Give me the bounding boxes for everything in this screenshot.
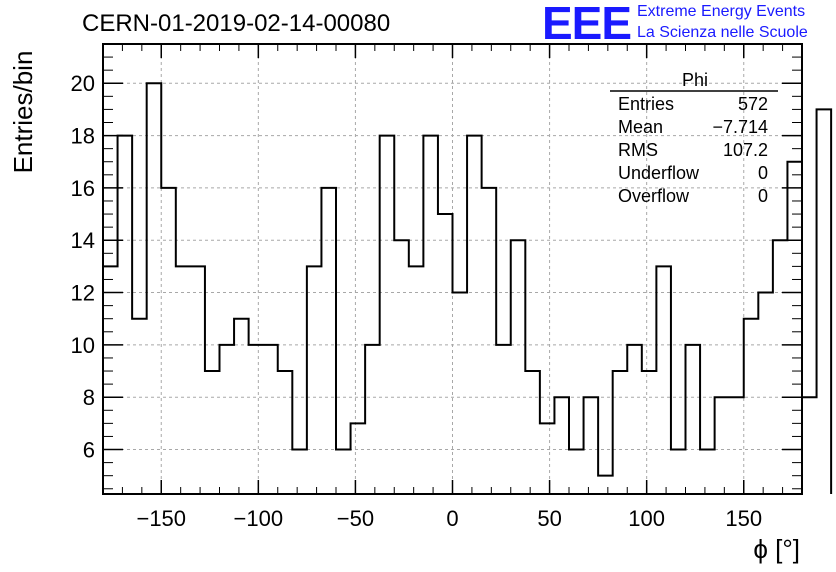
x-tick-label: −150 [136, 506, 186, 531]
logo-subtitle-line2: La Scienza nelle Scuole [637, 24, 808, 41]
y-axis-label: Entries/bin [8, 51, 38, 174]
x-tick-label: 100 [628, 506, 665, 531]
y-tick-label: 18 [71, 124, 95, 149]
x-axis-label: ϕ [°] [753, 534, 800, 564]
y-tick-label: 12 [71, 281, 95, 306]
stats-value-overflow: 0 [758, 186, 768, 206]
stats-value-underflow: 0 [758, 163, 768, 183]
axis-ticks: −150 −100 −50 0 50 100 150 6 8 10 12 14 16 18 20 [71, 43, 803, 531]
histogram-layer [102, 82, 833, 494]
y-tick-label: 16 [71, 176, 95, 201]
stats-value-entries: 572 [738, 94, 768, 114]
histogram-outline [102, 82, 833, 494]
x-tick-label: 150 [725, 506, 762, 531]
eee-logo: EEE [542, 0, 632, 49]
logo-subtitle-line1: Extreme Energy Events [637, 3, 806, 20]
chart-title: CERN-01-2019-02-14-00080 [82, 10, 391, 37]
stats-label-rms: RMS [618, 140, 658, 160]
y-tick-label: 20 [71, 71, 95, 96]
x-tick-label: 50 [537, 506, 561, 531]
stats-label-entries: Entries [618, 94, 674, 114]
stats-box: Phi Entries 572 Mean −7.714 RMS 107.2 Un… [610, 70, 778, 206]
stats-label-overflow: Overflow [618, 186, 690, 206]
stats-name: Phi [682, 70, 708, 90]
stats-label-mean: Mean [618, 117, 663, 137]
y-tick-label: 6 [83, 438, 95, 463]
stats-value-mean: −7.714 [712, 117, 768, 137]
stats-value-rms: 107.2 [723, 140, 768, 160]
y-tick-label: 14 [71, 228, 95, 253]
x-tick-label: −50 [337, 506, 374, 531]
stats-label-underflow: Underflow [618, 163, 700, 183]
y-tick-label: 10 [71, 333, 95, 358]
x-tick-label: 0 [446, 506, 458, 531]
grid-layer [103, 44, 802, 494]
x-tick-label: −100 [234, 506, 284, 531]
y-tick-label: 8 [83, 385, 95, 410]
